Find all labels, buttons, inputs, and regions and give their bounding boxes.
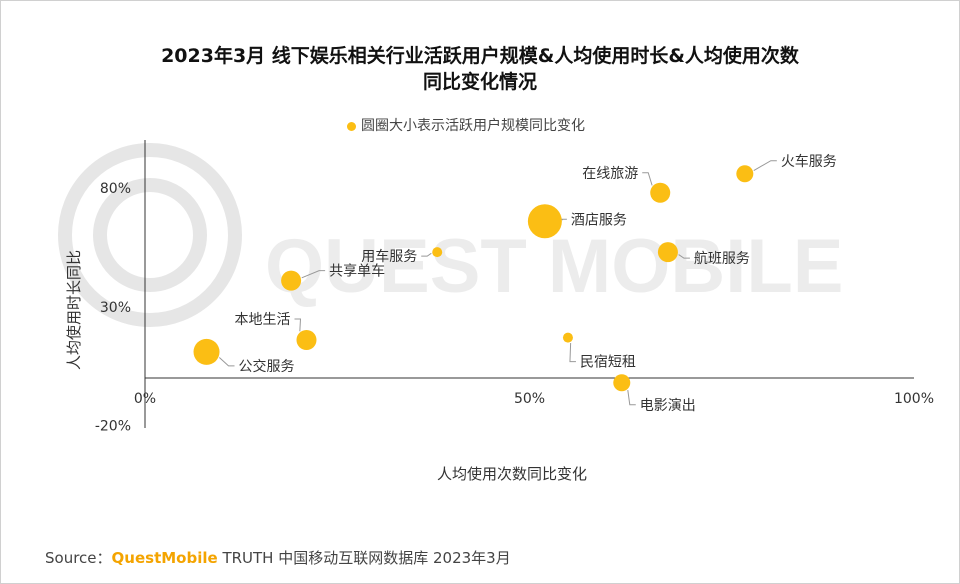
bubble-point <box>562 332 573 343</box>
point-label: 酒店服务 <box>571 212 627 228</box>
bubble-point <box>613 374 631 392</box>
point-label: 电影演出 <box>640 398 696 414</box>
label-leader-line <box>753 160 777 171</box>
y-tick-label: -20% <box>95 419 131 435</box>
label-leader-line <box>642 172 653 186</box>
y-tick-label: 30% <box>100 300 131 316</box>
point-label: 用车服务 <box>361 248 417 265</box>
chart-title-line1: 2023年3月 线下娱乐相关行业活跃用户规模&人均使用时长&人均使用次数 <box>161 45 799 67</box>
point-label: 火车服务 <box>781 153 837 170</box>
legend: 圆圈大小表示活跃用户规模同比变化 <box>347 117 585 135</box>
x-tick-label: 0% <box>134 391 156 407</box>
watermark-text: QUEST MOBILE <box>265 224 843 309</box>
point-label: 航班服务 <box>694 251 750 267</box>
x-tick-label: 50% <box>514 391 545 407</box>
point-label: 共享单车 <box>329 263 385 280</box>
label-leader-line <box>294 318 302 332</box>
point-label: 民宿短租 <box>580 354 636 371</box>
point-label: 本地生活 <box>234 312 290 328</box>
source-prefix: Source： <box>45 549 112 567</box>
bubble-point <box>527 204 562 239</box>
source-note: Source：QuestMobile TRUTH 中国移动互联网数据库 2023… <box>45 548 511 568</box>
y-axis-title: 人均使用时长同比 <box>65 250 83 370</box>
y-tick-label: 80% <box>100 181 131 197</box>
source-brand: QuestMobile <box>111 549 218 567</box>
label-leader-line <box>421 252 432 257</box>
legend-marker <box>347 121 356 131</box>
point-label: 公交服务 <box>239 358 295 375</box>
legend-label: 圆圈大小表示活跃用户规模同比变化 <box>361 118 585 134</box>
bubble-point <box>281 270 302 291</box>
point-label: 在线旅游 <box>582 166 638 182</box>
source-suffix: TRUTH 中国移动互联网数据库 2023年3月 <box>217 549 511 567</box>
bubble-point <box>432 247 443 258</box>
label-leader-line <box>219 357 235 367</box>
bubble-point <box>657 242 678 263</box>
x-axis-title: 人均使用次数同比变化 <box>437 465 587 483</box>
label-leader-line <box>627 390 636 406</box>
bubble-point <box>650 182 671 203</box>
label-leader-line <box>301 270 326 279</box>
bubble-point <box>193 338 220 365</box>
label-leader-line <box>678 254 690 259</box>
x-tick-label: 100% <box>894 391 934 407</box>
bubble-point <box>736 165 754 183</box>
label-leader-line <box>569 342 576 363</box>
bubble-point <box>296 330 317 350</box>
watermark-logo-icon <box>58 143 242 327</box>
chart-title-line2: 同比变化情况 <box>422 71 537 93</box>
